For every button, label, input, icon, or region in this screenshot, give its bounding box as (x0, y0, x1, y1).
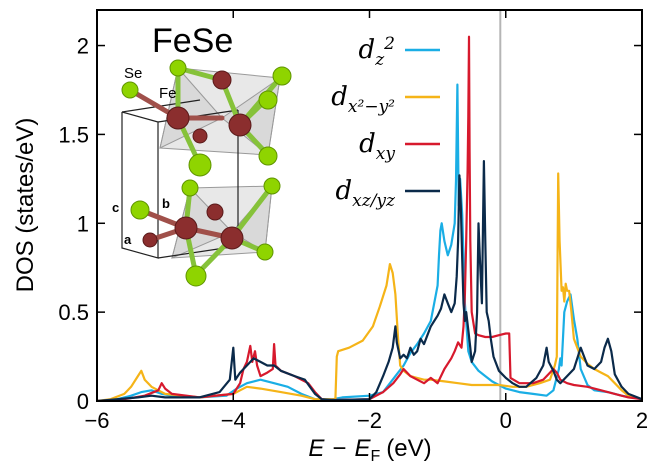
x-axis-minus: − (332, 435, 346, 462)
x-tick-label-3: 0 (500, 408, 512, 433)
series-layer (97, 35, 642, 401)
legend-label-0: dz2 (359, 34, 395, 70)
y-tick-label-3: 1.5 (58, 122, 89, 147)
x-tick-label-4: 2 (636, 408, 648, 433)
y-tick-label-4: 2 (77, 34, 89, 59)
x-tick-label-2: −2 (357, 408, 382, 433)
x-tick-label-0: −6 (84, 408, 109, 433)
inset-title: FeSe (152, 22, 233, 60)
axis-letter-c: c (112, 200, 119, 215)
x-tick-label-1: −4 (221, 408, 246, 433)
legend: dz2 dx²−y² dxy dxz/yz (331, 34, 440, 211)
legend-label-1: dx²−y² (331, 82, 395, 117)
polyhedra (159, 66, 281, 259)
atom-label-se: Se (124, 65, 142, 82)
y-tick-label-0: 0 (77, 389, 89, 414)
axis-letter-b: b (162, 196, 170, 211)
atom-label-fe: Fe (159, 85, 177, 102)
legend-label-2: dxy (359, 129, 395, 164)
legend-label-3: dxz/yz (336, 176, 397, 211)
series-line-2 (97, 35, 642, 401)
y-axis-title: DOS (states/eV) (12, 118, 39, 293)
x-axis-title: E − EF (eV) (308, 435, 431, 464)
series-line-3 (97, 160, 642, 401)
fese-crystal-inset: FeSe Se Fe c b a (112, 22, 292, 287)
x-axis-e: E (308, 435, 325, 462)
tick-layer: −6 −4 −2 0 2 0 0.5 1 1.5 2 (58, 10, 648, 433)
se-atoms (121, 59, 292, 287)
x-axis-ef: E (354, 435, 371, 462)
x-axis-ef-sub: F (370, 448, 380, 464)
y-tick-label-2: 1 (77, 211, 89, 236)
x-axis-unit: (eV) (386, 435, 431, 462)
y-tick-label-1: 0.5 (58, 300, 89, 325)
fe-atoms (142, 70, 252, 250)
axis-letter-a: a (124, 232, 132, 247)
series-line-0 (97, 83, 642, 401)
